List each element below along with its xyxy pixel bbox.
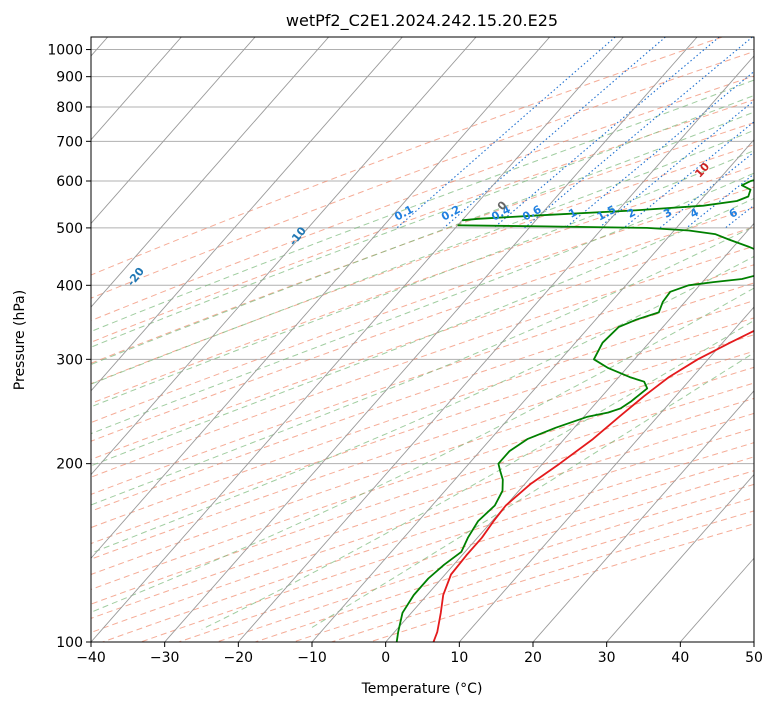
mixing-ratio-lines	[396, 37, 754, 229]
isotherm	[606, 473, 754, 642]
x-tick-label: −10	[297, 650, 327, 666]
isotherm	[311, 139, 754, 642]
profile-series	[395, 179, 754, 642]
moist-adiabat	[91, 129, 754, 385]
moist-adiabats	[91, 79, 754, 630]
dry-adiabat	[91, 264, 754, 495]
y-tick-label: 700	[56, 134, 83, 150]
mixing-ratio-line	[659, 151, 754, 229]
dry-adiabat	[91, 37, 723, 276]
mixing-ratio-line	[564, 70, 754, 229]
dry-adiabat	[91, 366, 754, 590]
y-tick-label: 300	[56, 352, 83, 368]
dry-adiabat	[91, 50, 754, 299]
mixing-ratio-line	[443, 37, 666, 229]
mixing-ratio-line	[524, 37, 753, 229]
profile-line-1	[462, 179, 754, 222]
dry-adiabat	[91, 282, 754, 512]
mixing-ratio-line	[493, 37, 720, 229]
moist-adiabat	[91, 255, 754, 554]
x-tick-label: −40	[76, 650, 106, 666]
dry-adiabat	[91, 165, 754, 404]
isotherm	[91, 37, 477, 476]
y-axis-ticks: 100 200 300 400 500 600 700 800 900 1000	[47, 43, 91, 651]
isotherm	[532, 390, 754, 642]
y-tick-label: 400	[56, 278, 83, 294]
isotherm	[91, 37, 330, 308]
y-tick-label: 800	[56, 100, 83, 116]
x-tick-label: 30	[598, 650, 616, 666]
y-axis-label: Pressure (hPa)	[12, 290, 28, 390]
isotherm	[91, 37, 256, 225]
chart-title: wetPf2_C2E1.2024.242.15.20.E25	[286, 11, 558, 31]
moist-adiabat	[91, 150, 754, 408]
y-tick-label: 500	[56, 221, 83, 237]
isotherm	[237, 55, 754, 642]
plot-frame	[90, 36, 755, 643]
y-tick-label: 1000	[47, 43, 83, 59]
x-axis-label: Temperature (°C)	[361, 681, 483, 697]
isotherm	[164, 37, 698, 642]
dry-adiabat	[91, 122, 754, 364]
y-tick-label: 600	[56, 174, 83, 190]
dry-adiabat	[91, 75, 754, 322]
x-tick-label: 40	[671, 650, 689, 666]
y-tick-label: 900	[56, 70, 83, 86]
x-tick-label: 20	[524, 650, 542, 666]
x-tick-label: 0	[381, 650, 390, 666]
moist-adiabat	[91, 172, 754, 435]
plot-area: 0.10.20.40.611.52346810131620253036-100-…	[91, 37, 754, 642]
isotherm	[458, 306, 754, 642]
x-tick-label: −20	[224, 650, 254, 666]
isotherm	[91, 37, 182, 141]
dry-adiabat	[91, 350, 754, 575]
dry-adiabat	[91, 206, 754, 442]
profile-line-0	[432, 329, 754, 642]
x-tick-label: 10	[450, 650, 468, 666]
y-tick-label: 200	[56, 457, 83, 473]
x-tick-label: −30	[150, 650, 180, 666]
x-tick-label: 50	[745, 650, 763, 666]
skewed-isotherms	[91, 37, 754, 642]
x-axis-ticks: −40 −30 −20 −10 0 10 20 30 40 50	[76, 642, 763, 666]
y-tick-label: 100	[56, 635, 83, 651]
dry-adiabat	[91, 226, 754, 461]
isotherm	[91, 37, 551, 559]
isotherm	[91, 37, 403, 392]
profile-line-2	[395, 224, 754, 642]
moist-adiabat	[91, 287, 754, 613]
moist-adiabat	[201, 319, 754, 630]
mixing-ratio-line	[396, 37, 616, 229]
isotherm	[385, 222, 754, 642]
pressure-gridlines	[91, 49, 754, 642]
isotherm	[91, 37, 624, 642]
dry-adiabat	[91, 317, 754, 545]
